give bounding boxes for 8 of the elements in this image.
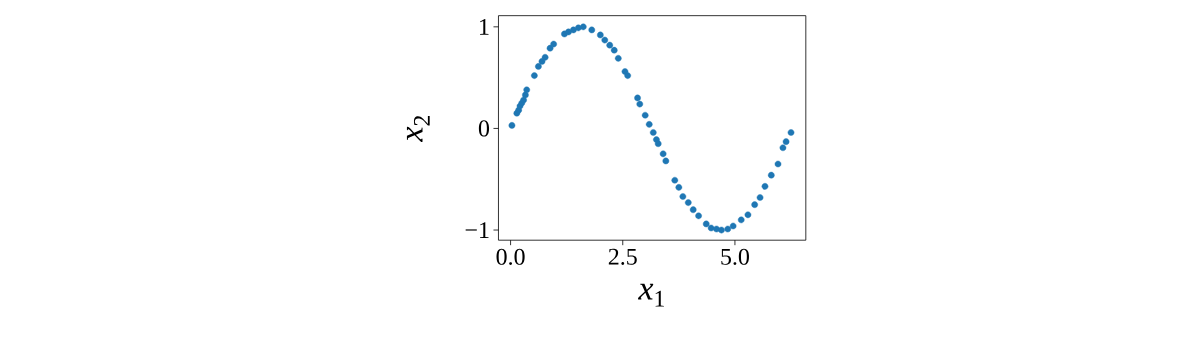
y-tick-label: 1 bbox=[480, 18, 489, 35]
x-tick-label: 5.0 bbox=[721, 248, 749, 265]
y-tick-label: 0 bbox=[478, 120, 490, 137]
y-axis-title: x$_{2}$ bbox=[406, 115, 430, 142]
x-axis-title: x$_{1}$ bbox=[638, 283, 664, 307]
x-tick-label: 2.5 bbox=[608, 248, 637, 265]
x-tick-label: 0.0 bbox=[496, 248, 525, 265]
y-tick-label: −1 bbox=[465, 222, 489, 238]
